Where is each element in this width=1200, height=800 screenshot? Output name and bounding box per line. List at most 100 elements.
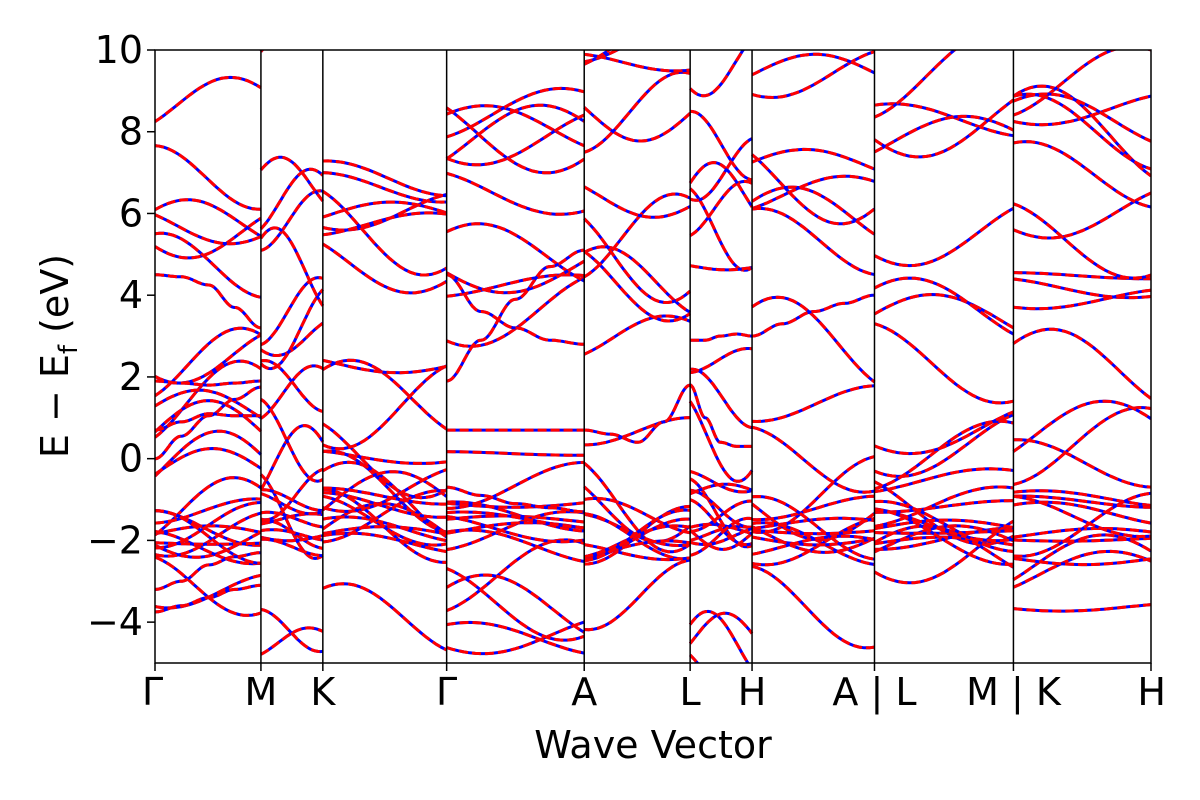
band-line-dashed bbox=[260, 537, 323, 558]
band-line-dashed bbox=[1013, 500, 1151, 525]
band-line-dashed bbox=[751, 293, 875, 338]
band-line-dashed bbox=[446, 521, 585, 535]
band-line-dashed bbox=[1013, 271, 1151, 281]
band-line-dashed bbox=[874, 102, 1014, 138]
band-line bbox=[751, 207, 875, 277]
band-line-dashed bbox=[1013, 277, 1151, 300]
band-line-dashed bbox=[155, 446, 262, 476]
band-line-dashed bbox=[751, 516, 875, 530]
band-line bbox=[259, 226, 325, 307]
band-line-dashed bbox=[583, 185, 691, 219]
band-line bbox=[1013, 405, 1151, 486]
band-line bbox=[873, 292, 1015, 330]
band-line bbox=[751, 295, 876, 384]
band-line bbox=[1013, 438, 1151, 489]
band-line-dashed bbox=[155, 541, 261, 546]
band-line-dashed bbox=[322, 358, 448, 431]
band-line-dashed bbox=[688, 160, 754, 208]
x-tick-label: M bbox=[245, 670, 278, 714]
bands-layer bbox=[155, 50, 1151, 663]
band-line-dashed bbox=[583, 508, 691, 563]
band-line-dashed bbox=[260, 492, 324, 516]
x-axis-label: Wave Vector bbox=[534, 723, 772, 767]
band-line-dashed bbox=[155, 359, 262, 439]
band-line-dashed bbox=[322, 449, 447, 465]
band-line-dashed bbox=[446, 620, 585, 655]
band-line-dashed bbox=[322, 211, 447, 237]
band-line bbox=[874, 419, 1014, 491]
band-line-dashed bbox=[155, 273, 262, 330]
band-line-dashed bbox=[155, 213, 262, 246]
band-line bbox=[583, 250, 691, 323]
band-line-dashed bbox=[583, 496, 691, 535]
band-line-dashed bbox=[873, 410, 1014, 456]
band-line-dashed bbox=[751, 534, 875, 556]
band-line-dashed bbox=[445, 222, 585, 283]
band-line-dashed bbox=[583, 524, 691, 559]
band-line-dashed bbox=[873, 98, 1015, 159]
band-line-dashed bbox=[874, 507, 1014, 543]
band-line-dashed bbox=[322, 531, 447, 554]
band-line-dashed bbox=[690, 367, 753, 430]
band-line-dashed bbox=[445, 103, 586, 161]
y-tick-label: 4 bbox=[119, 273, 143, 317]
y-tick-label: −2 bbox=[87, 518, 143, 562]
band-line bbox=[583, 217, 692, 305]
band-line bbox=[445, 103, 586, 161]
band-line-dashed bbox=[689, 529, 754, 551]
y-axis-label-unit: (eV) bbox=[33, 254, 77, 345]
band-line bbox=[751, 147, 876, 171]
y-tick-label: 0 bbox=[119, 437, 143, 481]
band-line-dashed bbox=[1012, 84, 1151, 178]
band-line-dashed bbox=[322, 364, 448, 451]
band-line-dashed bbox=[1013, 92, 1151, 171]
x-tick-label: A bbox=[571, 670, 597, 714]
band-line-dashed bbox=[260, 488, 323, 512]
band-line-dashed bbox=[155, 75, 262, 123]
band-line-dashed bbox=[1013, 438, 1151, 489]
band-line-dashed bbox=[873, 413, 1014, 478]
band-line bbox=[155, 144, 261, 211]
x-tick-label: Γ bbox=[436, 670, 457, 714]
y-tick-label: 6 bbox=[119, 191, 143, 235]
band-line-dashed bbox=[689, 499, 752, 533]
y-tick-label: 8 bbox=[119, 110, 143, 154]
band-line-dashed bbox=[751, 535, 875, 547]
band-line-dashed bbox=[583, 52, 691, 73]
band-line-dashed bbox=[260, 321, 324, 358]
band-line-dashed bbox=[321, 422, 448, 500]
band-line-dashed bbox=[446, 485, 585, 514]
band-line-dashed bbox=[874, 499, 1014, 514]
band-line-dashed bbox=[689, 264, 753, 272]
band-line-dashed bbox=[751, 564, 875, 650]
band-line-dashed bbox=[322, 486, 447, 506]
band-line bbox=[260, 607, 323, 654]
band-line-dashed bbox=[445, 106, 586, 175]
y-tick-label: 2 bbox=[119, 355, 143, 399]
band-line-dashed bbox=[446, 273, 585, 298]
band-line-dashed bbox=[446, 113, 585, 167]
band-line bbox=[1012, 202, 1151, 280]
band-line-dashed bbox=[1012, 191, 1151, 240]
high-symmetry-lines bbox=[260, 50, 1015, 663]
band-line-dashed bbox=[1013, 603, 1151, 613]
band-line-dashed bbox=[584, 558, 691, 632]
band-line-dashed bbox=[1013, 536, 1151, 543]
band-line bbox=[155, 216, 262, 260]
band-line-dashed bbox=[873, 50, 957, 119]
x-tick-label: Γ bbox=[142, 670, 163, 714]
band-line-dashed bbox=[155, 509, 262, 565]
band-line-dashed bbox=[751, 147, 876, 171]
band-line-dashed bbox=[583, 543, 691, 562]
band-line-dashed bbox=[873, 206, 1015, 268]
band-line-dashed bbox=[321, 242, 448, 295]
x-tick-label: H bbox=[738, 670, 767, 714]
band-line-dashed bbox=[583, 50, 612, 66]
band-line bbox=[751, 50, 875, 100]
band-line-dashed bbox=[690, 332, 752, 342]
band-line-dashed bbox=[260, 398, 324, 483]
y-axis-label-main: E − E bbox=[33, 354, 77, 458]
band-line-dashed bbox=[751, 425, 875, 494]
y-tick-label: 10 bbox=[95, 28, 143, 72]
